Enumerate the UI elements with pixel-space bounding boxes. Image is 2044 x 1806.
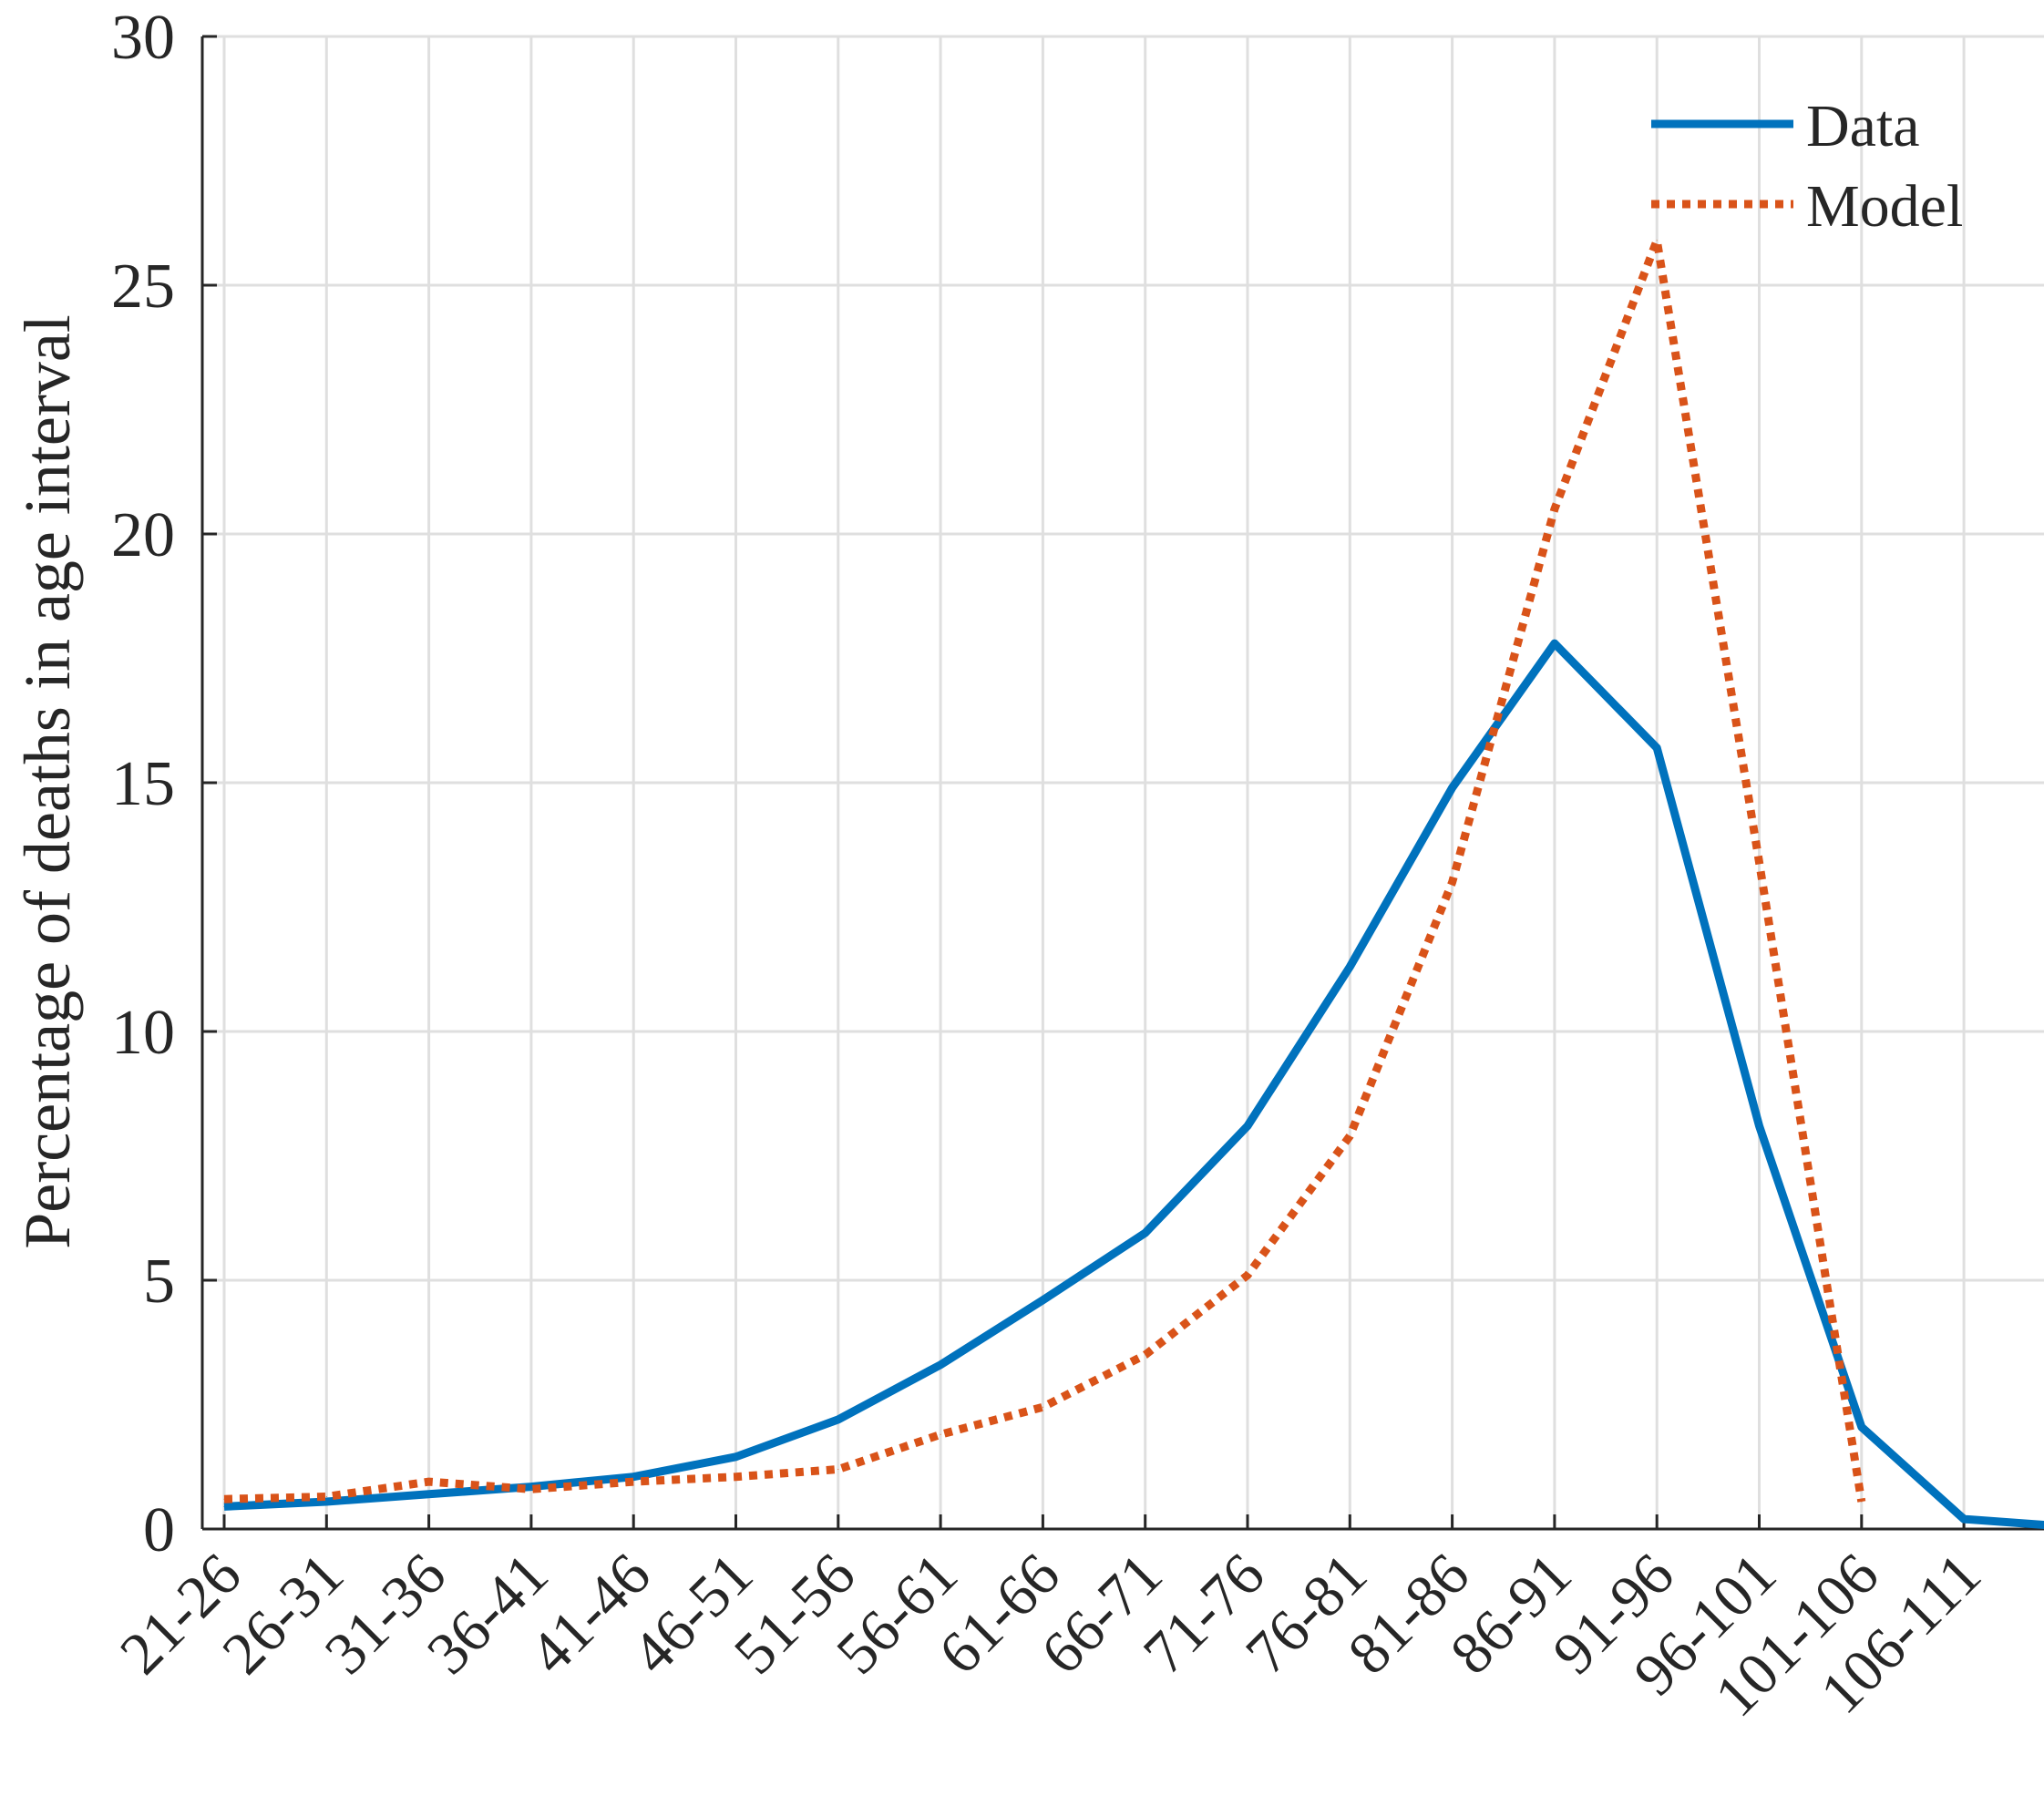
data-point-model — [325, 1496, 327, 1498]
data-point-model — [940, 1433, 941, 1435]
axes — [200, 35, 2044, 1531]
data-point-data — [1554, 642, 1556, 644]
y-tick-label: 30 — [111, 3, 175, 73]
data-point-model — [632, 1481, 634, 1483]
data-point-data — [530, 1486, 532, 1488]
y-tick-label: 25 — [111, 251, 175, 322]
series-line-data — [223, 639, 2044, 1530]
x-tick-label: 51-56 — [722, 1541, 868, 1688]
y-tick-labels: 0 5 10 15 20 25 30 — [111, 3, 175, 1565]
x-tick-label: 21-26 — [108, 1541, 254, 1688]
data-point-model — [530, 1488, 532, 1490]
y-axis-label: Percentage of deaths in age interval — [11, 314, 84, 1249]
x-tick-label: 86-91 — [1438, 1541, 1585, 1688]
x-tick-label: 76-81 — [1233, 1541, 1380, 1688]
x-tick-label: 31-36 — [313, 1541, 459, 1688]
x-tick-label: 61-66 — [927, 1541, 1073, 1688]
data-point-data — [223, 1505, 225, 1507]
data-point-model — [837, 1468, 839, 1470]
data-point-data — [1963, 1518, 1965, 1520]
x-tick-label: 41-46 — [517, 1541, 663, 1688]
legend: Data Model — [1651, 93, 1963, 240]
data-point-data — [735, 1456, 736, 1458]
y-tick-label: 5 — [143, 1247, 175, 1317]
data-point-data — [1759, 1125, 1760, 1127]
data-point-model — [1349, 1135, 1351, 1137]
legend-label-data: Data — [1806, 93, 1920, 159]
x-tick-labels: 21-2626-3131-3636-4141-4646-5151-5656-61… — [108, 1541, 1994, 1729]
data-point-model — [428, 1481, 430, 1483]
y-tick-label: 15 — [111, 749, 175, 819]
data-point-model — [1861, 1501, 1863, 1503]
x-tick-label: 71-76 — [1131, 1541, 1278, 1688]
legend-label-model: Model — [1806, 173, 1963, 240]
data-point-model — [1656, 240, 1658, 241]
data-point-data — [325, 1501, 327, 1503]
grid-lines — [202, 35, 2044, 1529]
y-tick-label: 0 — [143, 1495, 175, 1565]
y-tick-label: 20 — [111, 500, 175, 570]
x-tick-label: 81-86 — [1336, 1541, 1483, 1688]
series-line-model — [223, 236, 1866, 1503]
x-tick-label: 56-61 — [824, 1541, 971, 1688]
data-point-data — [837, 1419, 839, 1421]
x-tick-label: 66-71 — [1029, 1541, 1176, 1688]
x-tick-label: 36-41 — [415, 1541, 561, 1688]
x-tick-label: 26-31 — [210, 1541, 356, 1688]
data-point-model — [1452, 881, 1453, 883]
data-point-data — [1656, 747, 1658, 749]
data-point-data — [1349, 966, 1351, 968]
data-point-data — [632, 1476, 634, 1478]
data-point-model — [223, 1498, 225, 1500]
data-point-model — [1554, 508, 1556, 510]
data-point-model — [735, 1476, 736, 1478]
data-point-data — [1861, 1426, 1863, 1428]
series-lines — [223, 236, 2044, 1530]
y-tick-label: 10 — [111, 998, 175, 1068]
data-point-data — [940, 1364, 941, 1366]
data-point-model — [1759, 861, 1760, 863]
x-tick-label: 46-51 — [620, 1541, 766, 1688]
data-point-data — [1452, 786, 1453, 788]
data-point-data — [428, 1493, 430, 1495]
